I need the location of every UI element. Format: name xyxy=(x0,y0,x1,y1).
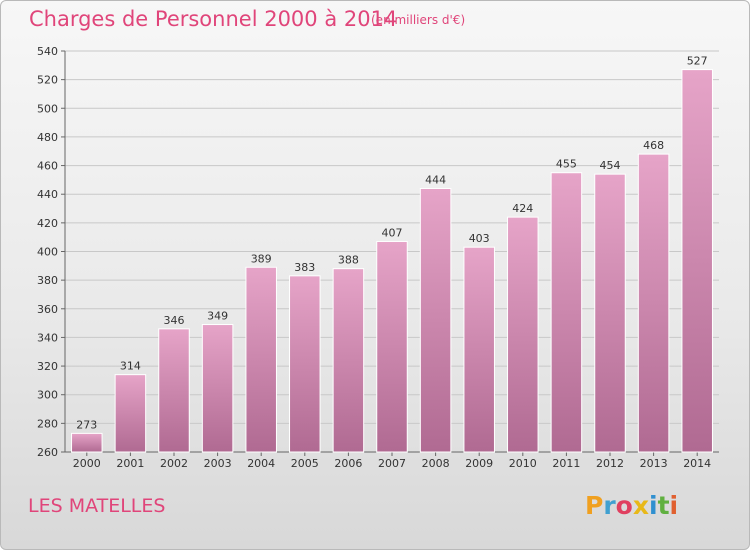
x-tick-label: 2013 xyxy=(640,457,668,470)
bar-2000 xyxy=(71,432,103,453)
bars xyxy=(71,69,713,453)
proxiti-logo: Proxiti xyxy=(585,491,678,520)
x-tick-label: 2004 xyxy=(247,457,275,470)
y-tick-label: 500 xyxy=(37,102,58,115)
y-tick-label: 440 xyxy=(37,188,58,201)
x-tick-label: 2008 xyxy=(422,457,450,470)
bar-2002 xyxy=(158,328,190,453)
value-label: 314 xyxy=(120,360,141,373)
bar-2007 xyxy=(376,240,408,453)
bar-2010 xyxy=(507,216,539,453)
x-tick-label: 2000 xyxy=(73,457,101,470)
y-tick-label: 340 xyxy=(37,331,58,344)
x-tick-label: 2014 xyxy=(683,457,711,470)
logo-letter: i xyxy=(649,491,658,520)
x-tick-label: 2003 xyxy=(204,457,232,470)
y-tick-label: 300 xyxy=(37,389,58,402)
y-tick-label: 420 xyxy=(37,217,58,230)
logo-letter: t xyxy=(657,491,670,520)
y-tick-label: 360 xyxy=(37,303,58,316)
y-tick-label: 380 xyxy=(37,274,58,287)
value-label: 389 xyxy=(251,252,272,265)
value-label: 455 xyxy=(556,158,577,171)
bar-2005 xyxy=(289,275,321,453)
value-label: 424 xyxy=(512,202,533,215)
bar-2003 xyxy=(201,324,234,453)
y-tick-label: 540 xyxy=(37,45,58,58)
bar-2014 xyxy=(681,69,713,453)
x-tick-label: 2010 xyxy=(509,457,537,470)
bar-2009 xyxy=(463,246,495,453)
chart-subtitle: (en milliers d'€) xyxy=(371,13,466,27)
bar-2011 xyxy=(550,172,583,453)
x-tick-label: 2005 xyxy=(291,457,319,470)
x-tick-label: 2012 xyxy=(596,457,624,470)
x-tick-label: 2002 xyxy=(160,457,188,470)
value-label: 454 xyxy=(600,159,621,172)
x-tick-label: 2001 xyxy=(116,457,144,470)
value-label: 527 xyxy=(687,55,708,68)
x-tick-label: 2007 xyxy=(378,457,406,470)
x-tick-label: 2006 xyxy=(334,457,362,470)
logo-letter: P xyxy=(585,491,604,520)
y-tick-label: 480 xyxy=(37,131,58,144)
chart-title: Charges de Personnel 2000 à 2014 xyxy=(29,7,398,31)
value-label: 388 xyxy=(338,254,359,267)
bar-2012 xyxy=(594,173,626,453)
bar-2008 xyxy=(419,187,452,453)
commune-name: LES MATELLES xyxy=(28,495,166,517)
value-label: 346 xyxy=(164,314,185,327)
logo-letter: o xyxy=(615,491,633,520)
y-tick-label: 520 xyxy=(37,74,58,87)
x-tick-label: 2009 xyxy=(465,457,493,470)
y-tick-label: 260 xyxy=(37,446,58,459)
value-label: 349 xyxy=(207,310,228,323)
value-label: 273 xyxy=(76,418,97,431)
value-label: 468 xyxy=(643,139,664,152)
y-tick-label: 460 xyxy=(37,160,58,173)
logo-letter: x xyxy=(632,491,649,520)
bar-2013 xyxy=(637,153,670,453)
bar-2004 xyxy=(245,266,277,453)
value-labels: 273 314 346 349 389 383 388 407 444 403 424 455 454 4… xyxy=(76,55,707,432)
y-tick-label: 400 xyxy=(37,246,58,259)
y-tick-label: 320 xyxy=(37,360,58,373)
value-label: 403 xyxy=(469,232,490,245)
x-tick-label: 2011 xyxy=(552,457,580,470)
bar-2006 xyxy=(332,268,365,453)
value-label: 407 xyxy=(382,226,403,239)
logo-letter: i xyxy=(669,491,679,520)
bar-2001 xyxy=(114,374,147,453)
y-tick-label: 280 xyxy=(37,417,58,430)
value-label: 383 xyxy=(294,261,315,274)
logo-letter: r xyxy=(603,491,616,520)
value-label: 444 xyxy=(425,173,446,186)
